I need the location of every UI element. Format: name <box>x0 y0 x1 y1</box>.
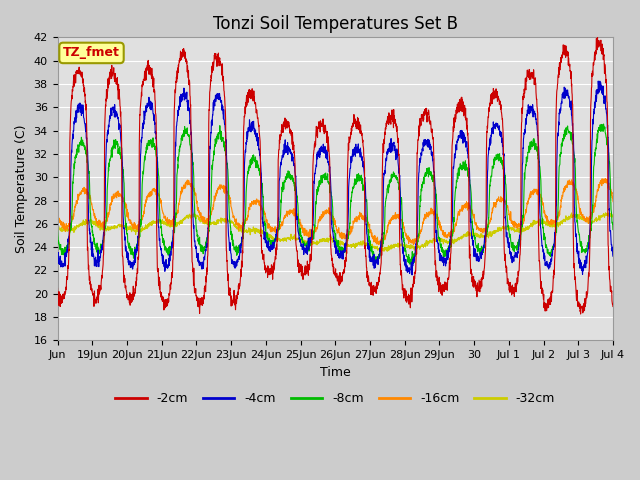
Text: TZ_fmet: TZ_fmet <box>63 47 120 60</box>
Y-axis label: Soil Temperature (C): Soil Temperature (C) <box>15 125 28 253</box>
X-axis label: Time: Time <box>320 366 351 379</box>
Legend: -2cm, -4cm, -8cm, -16cm, -32cm: -2cm, -4cm, -8cm, -16cm, -32cm <box>111 387 560 410</box>
Title: Tonzi Soil Temperatures Set B: Tonzi Soil Temperatures Set B <box>212 15 458 33</box>
